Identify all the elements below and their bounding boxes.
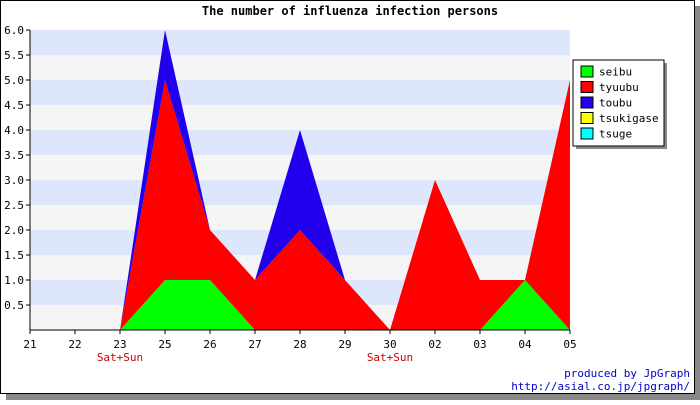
legend-label-tyuubu: tyuubu — [599, 81, 639, 94]
x-tick-label: 29 — [338, 338, 351, 351]
x-axis-ticks: 21 22 23 25 26 27 28 29 30 02 03 04 05 — [23, 330, 577, 351]
y-tick-label: 5.0 — [4, 74, 24, 87]
x-tick-label: 21 — [23, 338, 36, 351]
y-tick-label: 4.0 — [4, 124, 24, 137]
legend-label-seibu: seibu — [599, 66, 632, 79]
area-seibu — [30, 280, 570, 330]
x-tick-label: 26 — [203, 338, 216, 351]
legend-label-toubu: toubu — [599, 97, 632, 110]
grid-band — [30, 55, 570, 80]
y-tick-label: 1.5 — [4, 249, 24, 262]
grid-band — [30, 105, 570, 130]
x-tick-label: 23 — [113, 338, 126, 351]
x-tick-label: 04 — [518, 338, 532, 351]
x-annotation-label: Sat+Sun — [97, 351, 143, 364]
x-tick-label: 03 — [473, 338, 486, 351]
legend-swatch-tsukigase — [580, 112, 594, 124]
y-axis-ticks: 0.5 1.0 1.5 2.0 2.5 3.0 3.5 4.0 4.5 5.0 5.5 6.0 — [4, 24, 30, 312]
legend-swatch-toubu — [580, 96, 594, 109]
x-tick-label: 27 — [248, 338, 261, 351]
x-tick-label: 22 — [68, 338, 81, 351]
legend-swatch-tyuubu — [580, 81, 594, 93]
y-tick-label: 2.5 — [4, 199, 24, 212]
y-tick-label: 5.5 — [4, 49, 24, 62]
legend-swatch-tsuge — [580, 127, 594, 140]
y-tick-label: 0.5 — [4, 299, 24, 312]
x-tick-label: 30 — [383, 338, 396, 351]
credit-line-2[interactable]: http://asial.co.jp/jpgraph/ — [511, 380, 690, 393]
area-toubu — [30, 30, 570, 330]
chart-title: The number of influenza infection person… — [202, 4, 498, 18]
y-tick-label: 2.0 — [4, 224, 24, 237]
x-tick-label: 02 — [428, 338, 441, 351]
area-series — [30, 30, 570, 330]
legend-swatch-seibu — [580, 65, 594, 78]
y-tick-label: 6.0 — [4, 24, 24, 37]
x-tick-label: 28 — [293, 338, 306, 351]
legend: seibu tyuubu toubu tsukigase tsuge — [572, 59, 667, 149]
y-tick-label: 3.5 — [4, 149, 24, 162]
credit-line-1: produced by JpGraph — [564, 367, 690, 380]
y-tick-label: 3.0 — [4, 174, 24, 187]
grid-band — [30, 30, 570, 55]
x-annotation-label: Sat+Sun — [367, 351, 413, 364]
grid-band — [30, 80, 570, 105]
y-tick-label: 1.0 — [4, 274, 24, 287]
y-tick-label: 4.5 — [4, 99, 24, 112]
x-annotations: Sat+Sun Sat+Sun — [97, 351, 413, 364]
area-tyuubu — [30, 80, 570, 330]
x-tick-label: 25 — [158, 338, 171, 351]
legend-label-tsuge: tsuge — [599, 128, 632, 141]
legend-label-tsukigase: tsukigase — [599, 112, 659, 125]
x-tick-label: 05 — [563, 338, 576, 351]
